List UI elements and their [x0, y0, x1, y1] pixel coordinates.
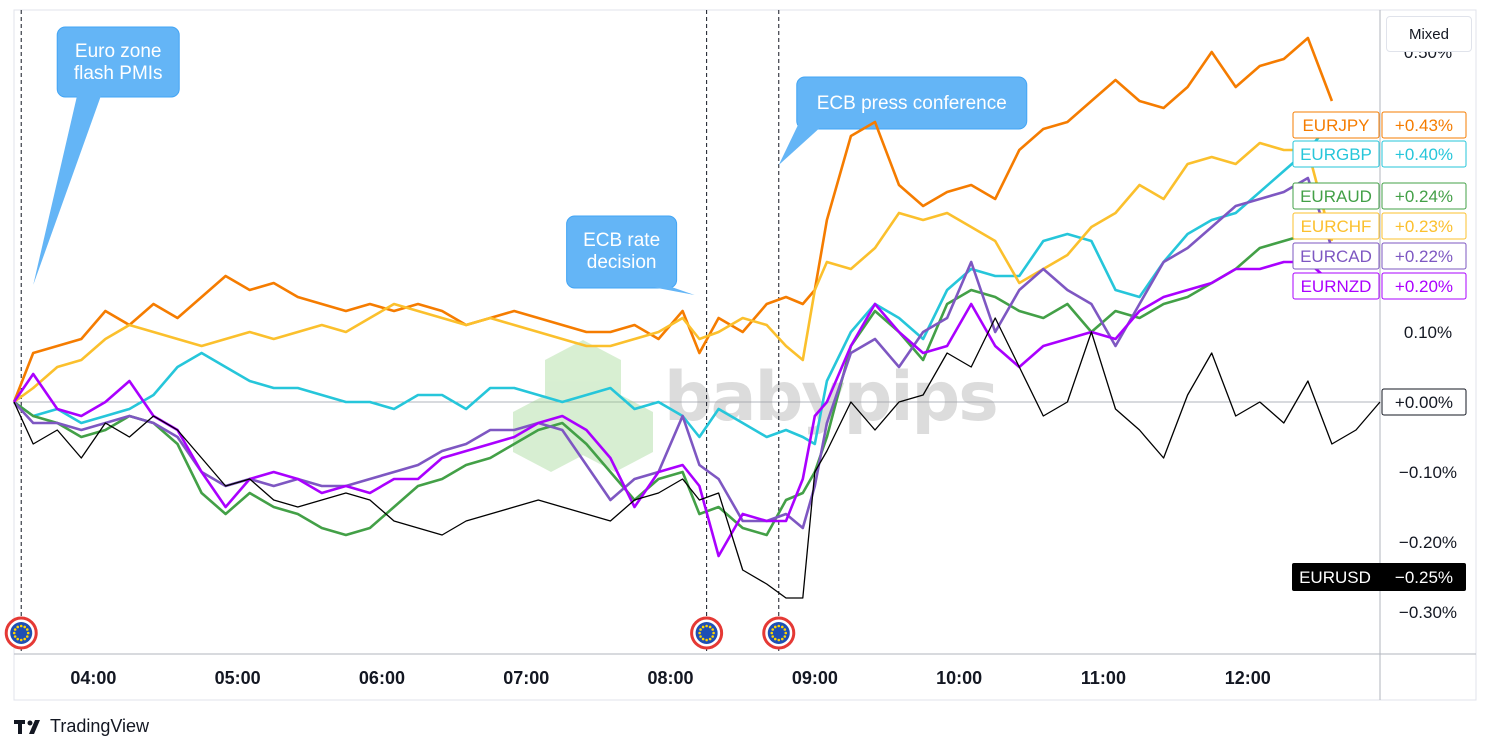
tradingview-wordmark: TradingView [50, 716, 150, 736]
scale-mode-button[interactable]: Mixed [1386, 16, 1472, 52]
y-tick-label: 0.10% [1404, 323, 1452, 342]
svg-text:EURAUD: EURAUD [1300, 187, 1372, 206]
y-axis: 0.50%0.10%−0.10%−0.20%−0.30%+0.00% [1381, 43, 1467, 622]
last-value-label-eurcad: EURCAD +0.22% [1292, 242, 1467, 270]
annotation-text: decision [587, 252, 657, 273]
last-value-label-eurgbp: EURGBP +0.40% [1292, 140, 1467, 168]
svg-text:+0.24%: +0.24% [1395, 187, 1453, 206]
svg-text:+0.23%: +0.23% [1395, 217, 1453, 236]
last-value-label-eurjpy: EURJPY +0.43% [1292, 111, 1467, 139]
y-tick-label: −0.30% [1399, 603, 1457, 622]
eu-flag-event-icon[interactable] [690, 616, 724, 650]
svg-text:EURJPY: EURJPY [1302, 116, 1369, 135]
x-tick-label: 10:00 [936, 668, 982, 688]
zero-value-label: +0.00% [1381, 388, 1467, 416]
footer-branding[interactable]: TradingView [14, 716, 149, 737]
annotation-text: ECB rate [583, 230, 660, 251]
series-line-euraud [13, 232, 1332, 537]
eu-flag-event-icon[interactable] [762, 616, 796, 650]
tradingview-logo-icon [14, 719, 40, 734]
svg-text:+0.00%: +0.00% [1395, 393, 1453, 412]
svg-text:EURNZD: EURNZD [1301, 277, 1372, 296]
annotation-text: flash PMIs [74, 63, 163, 84]
svg-text:EURCHF: EURCHF [1301, 217, 1372, 236]
series-line-eurnzd [12, 260, 1333, 558]
y-tick-label: −0.10% [1399, 463, 1457, 482]
series-line-eurusd [13, 317, 1381, 599]
svg-text:EURCAD: EURCAD [1300, 247, 1372, 266]
series-line-eurchf [13, 141, 1334, 404]
svg-text:+0.22%: +0.22% [1395, 247, 1453, 266]
x-tick-label: 07:00 [503, 668, 549, 688]
svg-text:EURUSD: EURUSD [1299, 568, 1371, 587]
last-value-label-eurchf: EURCHF +0.23% [1292, 212, 1467, 240]
last-value-label-eurnzd: EURNZD +0.20% [1292, 272, 1467, 300]
x-tick-label: 04:00 [70, 668, 116, 688]
annotation-callout[interactable]: ECB press conference [778, 76, 1028, 165]
last-value-label-eurusd: EURUSD −0.25% [1292, 563, 1466, 591]
svg-text:+0.20%: +0.20% [1395, 277, 1453, 296]
x-tick-label: 09:00 [792, 668, 838, 688]
y-tick-label: −0.20% [1399, 533, 1457, 552]
eu-flag-event-icon[interactable] [4, 616, 38, 650]
series-layer [12, 36, 1381, 599]
annotation-text: Euro zone [75, 41, 162, 62]
x-tick-label: 05:00 [215, 668, 261, 688]
x-tick-label: 08:00 [648, 668, 694, 688]
svg-text:EURGBP: EURGBP [1300, 145, 1372, 164]
x-tick-label: 06:00 [359, 668, 405, 688]
chart-frame [13, 9, 1477, 701]
last-value-labels: EURJPY +0.43% EURGBP +0.40% EURAUD +0.24% EURC… [1292, 111, 1467, 591]
annotation-text: ECB press conference [817, 93, 1007, 114]
series-line-eurgbp [13, 121, 1333, 446]
x-tick-label: 11:00 [1081, 668, 1126, 688]
series-line-eurjpy [12, 36, 1334, 403]
x-tick-label: 12:00 [1225, 668, 1271, 688]
svg-text:−0.25%: −0.25% [1395, 568, 1453, 587]
svg-text:+0.43%: +0.43% [1395, 116, 1453, 135]
x-axis: 04:00 05:00 06:00 07:00 08:00 09:00 10:00 11:00… [70, 668, 1270, 688]
last-value-label-euraud: EURAUD +0.24% [1292, 182, 1467, 210]
svg-text:+0.40%: +0.40% [1395, 145, 1453, 164]
